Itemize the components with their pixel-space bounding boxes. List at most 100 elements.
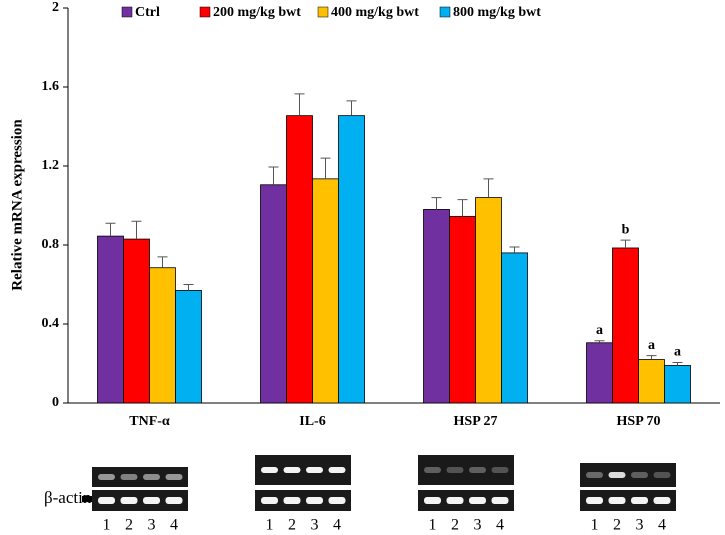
gel [418,455,514,485]
error-bar [594,340,605,343]
legend-swatch [439,6,451,18]
legend-label: 400 mg/kg bwt [331,5,419,20]
gel-band [586,497,603,504]
error-bar [672,362,683,366]
gel-label: β-actin [44,488,92,507]
bar [638,359,665,404]
error-bar [509,246,520,253]
x-tick-label: TNF-α [129,414,170,429]
gel-band [469,467,486,473]
lane-label: 4 [658,517,666,534]
bar [312,178,339,404]
gel-band [261,467,278,473]
error-bar [483,178,494,198]
y-tick-label: 0.4 [42,316,60,331]
error-bar [346,100,357,116]
y-tick-label: 0.8 [42,237,60,252]
legend-label: Ctrl [135,5,160,20]
x-tick-label: HSP 27 [454,414,498,429]
error-bar [431,197,442,210]
gel-band [446,497,464,504]
lane-label: 2 [613,517,621,534]
bar [260,184,287,404]
error-bar [183,284,194,291]
gel-band [98,497,115,504]
gel-band [653,497,671,504]
lane-label: 4 [496,517,504,534]
gel [580,490,676,511]
lane-label: 1 [103,517,111,534]
y-tick-label: 2 [52,0,59,15]
error-bar [320,157,331,179]
gel-band [631,472,648,478]
legend-swatch [317,6,329,18]
bar [97,235,124,404]
bar [338,115,365,404]
bar [423,209,450,404]
lane-label: 1 [266,517,274,534]
gel [418,490,514,511]
gel [255,490,351,511]
error-bar [268,166,279,185]
gel [92,490,188,511]
bar [475,197,502,404]
bar [664,365,691,404]
gel-band [120,497,138,504]
lane-label: 2 [451,517,459,534]
error-bar [294,93,305,116]
gel-band [491,497,509,504]
bar [175,290,202,404]
lane-label: 3 [474,517,482,534]
lane-label: 2 [125,517,133,534]
gel-band [98,474,115,480]
gel-band [328,497,346,504]
gel-band [306,497,323,504]
significance-label: a [596,323,603,338]
legend-label: 800 mg/kg bwt [453,5,541,20]
gel-band [143,474,160,480]
lane-label: 1 [429,517,437,534]
gel-band [261,497,278,504]
error-bar [131,220,142,240]
lane-label: 4 [333,517,341,534]
gel-band [306,467,323,473]
gel-band [120,474,138,480]
lane-label: 1 [591,517,599,534]
bar [123,238,150,404]
gel-band [283,497,301,504]
gel-band [491,467,509,473]
bar [612,247,639,404]
legend-label: 200 mg/kg bwt [213,5,301,20]
gel-band [328,467,346,473]
gel-band [608,497,626,504]
gel [92,467,188,487]
legend-swatch [199,6,211,18]
bar [149,267,176,404]
gel-band [608,472,626,478]
gel-band [283,467,301,473]
y-tick-label: 1.2 [42,158,60,173]
error-bar [620,239,631,248]
lane-label: 4 [170,517,178,534]
legend-swatch [121,6,133,18]
gel-band [653,472,671,478]
lane-label: 3 [148,517,156,534]
lane-label: 3 [311,517,319,534]
bar [501,252,528,404]
y-tick-label: 0 [52,395,59,410]
gel-band [424,497,441,504]
gel-band [165,474,183,480]
x-tick-label: HSP 70 [617,414,661,429]
error-bar [646,355,657,360]
gel-band [424,467,441,473]
gel-band [469,497,486,504]
bar [586,342,613,404]
y-tick-label: 1.6 [42,79,60,94]
lane-label: 3 [636,517,644,534]
significance-label: a [674,345,681,360]
error-bar [105,222,116,237]
error-bar [457,199,468,217]
error-bar [157,256,168,268]
x-tick-label: IL-6 [299,414,325,429]
